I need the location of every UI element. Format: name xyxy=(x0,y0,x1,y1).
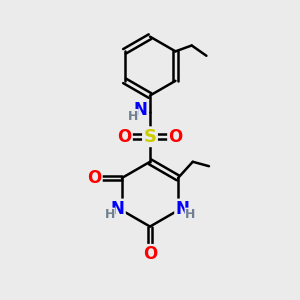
Text: N: N xyxy=(134,101,148,119)
Text: H: H xyxy=(185,208,196,221)
Text: N: N xyxy=(111,200,124,218)
Text: H: H xyxy=(104,208,115,221)
Text: O: O xyxy=(87,169,101,187)
Text: H: H xyxy=(128,110,138,123)
Text: O: O xyxy=(143,245,157,263)
Text: N: N xyxy=(176,200,189,218)
Text: O: O xyxy=(117,128,131,146)
Text: O: O xyxy=(169,128,183,146)
Text: S: S xyxy=(143,128,157,146)
